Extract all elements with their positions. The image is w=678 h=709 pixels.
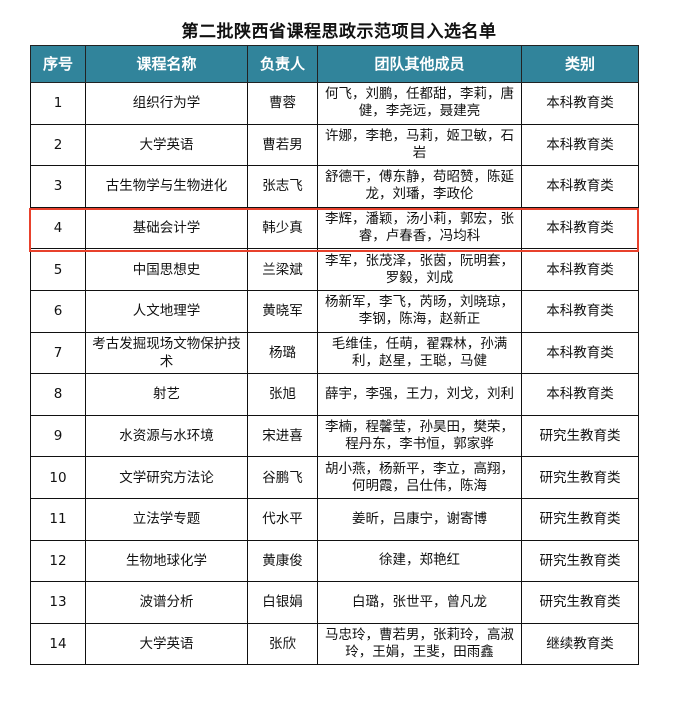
category: 本科教育类 xyxy=(521,123,639,167)
leader-name: 张旭 xyxy=(247,373,318,416)
category: 研究生教育类 xyxy=(521,456,639,499)
leader-name: 曹若男 xyxy=(247,123,318,167)
row-number: 6 xyxy=(30,289,86,333)
team-members: 李楠，程馨莹，孙昊田，樊荣，程丹东，李书恒，郭家骅 xyxy=(317,414,522,458)
leader-name: 黄晓军 xyxy=(247,289,318,333)
category: 本科教育类 xyxy=(521,206,639,250)
leader-name: 宋进喜 xyxy=(247,414,318,458)
leader-name: 兰梁斌 xyxy=(247,248,318,291)
team-members: 舒德干，傅东静，苟昭赞，陈延龙，刘璠，李政伦 xyxy=(317,165,522,208)
course-name: 生物地球化学 xyxy=(85,539,248,583)
course-name: 立法学专题 xyxy=(85,497,248,541)
leader-name: 代水平 xyxy=(247,497,318,541)
category: 继续教育类 xyxy=(521,622,639,666)
row-number: 13 xyxy=(30,581,86,624)
category: 本科教育类 xyxy=(521,331,639,375)
category: 研究生教育类 xyxy=(521,539,639,583)
course-name: 大学英语 xyxy=(85,123,248,167)
row-number: 12 xyxy=(30,539,86,583)
table-row: 5 中国思想史 兰梁斌 李军，张茂泽，张茵，阮明套，罗毅，刘成 本科教育类 xyxy=(30,248,639,291)
team-members: 杨新军，李飞，芮旸，刘晓琼，李钢，陈海，赵新正 xyxy=(317,289,522,333)
table-row: 3 古生物学与生物进化 张志飞 舒德干，傅东静，苟昭赞，陈延龙，刘璠，李政伦 本科教育类 xyxy=(30,165,639,208)
header-category: 类别 xyxy=(521,45,639,83)
row-number: 4 xyxy=(30,206,86,250)
course-name: 基础会计学 xyxy=(85,206,248,250)
course-name: 考古发掘现场文物保护技术 xyxy=(85,331,248,375)
row-number: 10 xyxy=(30,456,86,499)
row-number: 8 xyxy=(30,373,86,416)
row-number: 2 xyxy=(30,123,86,167)
category: 研究生教育类 xyxy=(521,497,639,541)
course-name: 大学英语 xyxy=(85,622,248,666)
course-name: 水资源与水环境 xyxy=(85,414,248,458)
selection-list-table: 序号 课程名称 负责人 团队其他成员 类别 1 组织行为学 曹蓉 何飞，刘鹏，任都甜，… xyxy=(30,45,639,666)
team-members: 马忠玲，曹若男，张莉玲，高淑玲，王娟，王斐，田雨鑫 xyxy=(317,622,522,666)
table-row: 6 人文地理学 黄晓军 杨新军，李飞，芮旸，刘晓琼，李钢，陈海，赵新正 本科教育类 xyxy=(30,289,639,333)
table-row: 2 大学英语 曹若男 许娜，李艳，马莉，姬卫敏，石岩 本科教育类 xyxy=(30,123,639,167)
category: 本科教育类 xyxy=(521,248,639,291)
row-number: 11 xyxy=(30,497,86,541)
row-number: 7 xyxy=(30,331,86,375)
row-number: 14 xyxy=(30,622,86,666)
leader-name: 韩少真 xyxy=(247,206,318,250)
table-row: 10 文学研究方法论 谷鹏飞 胡小燕，杨新平，李立，高翔，何明霞，吕仕伟，陈海 研究生教… xyxy=(30,456,639,499)
course-name: 组织行为学 xyxy=(85,82,248,125)
row-number: 9 xyxy=(30,414,86,458)
table-row: 4 基础会计学 韩少真 李辉，潘颖，汤小莉，郭宏，张睿，卢春香，冯均科 本科教育类 xyxy=(30,206,639,250)
table-row: 8 射艺 张旭 薛宇，李强，王力，刘戈，刘利 本科教育类 xyxy=(30,373,639,416)
leader-name: 谷鹏飞 xyxy=(247,456,318,499)
team-members: 许娜，李艳，马莉，姬卫敏，石岩 xyxy=(317,123,522,167)
table-row: 11 立法学专题 代水平 姜昕，吕康宁，谢寄博 研究生教育类 xyxy=(30,497,639,541)
leader-name: 白银娟 xyxy=(247,581,318,624)
team-members: 李辉，潘颖，汤小莉，郭宏，张睿，卢春香，冯均科 xyxy=(317,206,522,250)
header-leader: 负责人 xyxy=(247,45,318,83)
leader-name: 曹蓉 xyxy=(247,82,318,125)
team-members: 薛宇，李强，王力，刘戈，刘利 xyxy=(317,373,522,416)
header-course: 课程名称 xyxy=(85,45,248,83)
row-number: 3 xyxy=(30,165,86,208)
category: 本科教育类 xyxy=(521,289,639,333)
header-no: 序号 xyxy=(30,45,86,83)
team-members: 姜昕，吕康宁，谢寄博 xyxy=(317,497,522,541)
team-members: 徐建，郑艳红 xyxy=(317,539,522,583)
header-team: 团队其他成员 xyxy=(317,45,522,83)
page-title: 第二批陕西省课程思政示范项目入选名单 xyxy=(181,22,497,42)
team-members: 李军，张茂泽，张茵，阮明套，罗毅，刘成 xyxy=(317,248,522,291)
table-row: 1 组织行为学 曹蓉 何飞，刘鹏，任都甜，李莉，唐健，李尧远，聂建亮 本科教育类 xyxy=(30,82,639,125)
course-name: 波谱分析 xyxy=(85,581,248,624)
team-members: 白璐，张世平，曾凡龙 xyxy=(317,581,522,624)
table-row: 9 水资源与水环境 宋进喜 李楠，程馨莹，孙昊田，樊荣，程丹东，李书恒，郭家骅 研究生教… xyxy=(30,414,639,458)
category: 本科教育类 xyxy=(521,82,639,125)
category: 本科教育类 xyxy=(521,373,639,416)
category: 本科教育类 xyxy=(521,165,639,208)
course-name: 古生物学与生物进化 xyxy=(85,165,248,208)
leader-name: 杨璐 xyxy=(247,331,318,375)
row-number: 1 xyxy=(30,82,86,125)
course-name: 中国思想史 xyxy=(85,248,248,291)
team-members: 胡小燕，杨新平，李立，高翔，何明霞，吕仕伟，陈海 xyxy=(317,456,522,499)
team-members: 何飞，刘鹏，任都甜，李莉，唐健，李尧远，聂建亮 xyxy=(317,82,522,125)
table-row: 12 生物地球化学 黄康俊 徐建，郑艳红 研究生教育类 xyxy=(30,539,639,583)
table-row: 14 大学英语 张欣 马忠玲，曹若男，张莉玲，高淑玲，王娟，王斐，田雨鑫 继续教育类 xyxy=(30,622,639,666)
table-row: 7 考古发掘现场文物保护技术 杨璐 毛维佳，任萌，翟霖林，孙满利，赵星，王聪，马健 本科… xyxy=(30,331,639,375)
table-row: 13 波谱分析 白银娟 白璐，张世平，曾凡龙 研究生教育类 xyxy=(30,581,639,624)
course-name: 文学研究方法论 xyxy=(85,456,248,499)
leader-name: 张欣 xyxy=(247,622,318,666)
leader-name: 张志飞 xyxy=(247,165,318,208)
category: 研究生教育类 xyxy=(521,414,639,458)
table-header-row: 序号 课程名称 负责人 团队其他成员 类别 xyxy=(30,45,639,83)
course-name: 人文地理学 xyxy=(85,289,248,333)
team-members: 毛维佳，任萌，翟霖林，孙满利，赵星，王聪，马健 xyxy=(317,331,522,375)
category: 研究生教育类 xyxy=(521,581,639,624)
row-number: 5 xyxy=(30,248,86,291)
course-name: 射艺 xyxy=(85,373,248,416)
leader-name: 黄康俊 xyxy=(247,539,318,583)
